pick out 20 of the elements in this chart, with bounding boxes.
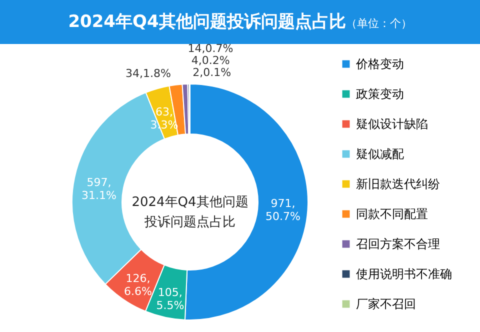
data-label: 14,0.7%: [188, 42, 234, 56]
data-label: 597, 31.1%: [82, 176, 116, 202]
legend-label: 使用说明书不准确: [356, 267, 452, 281]
legend-label: 召回方案不合理: [356, 237, 440, 251]
data-label: 4,0.2%: [191, 54, 230, 68]
legend-label: 疑似设计缺陷: [356, 117, 428, 131]
chart-subtitle: （单位：个）: [346, 17, 412, 30]
legend-label: 政策变动: [356, 87, 404, 101]
text: 2024年Q4其他问题投诉问题点占比: [132, 195, 248, 230]
legend-label: 价格变动: [355, 57, 404, 71]
legend-label: 新旧款迭代纠纷: [356, 177, 440, 191]
legend-label: 同款不同配置: [356, 207, 428, 221]
data-label: 2,0.1%: [192, 66, 232, 79]
data-label: 34,1.8%: [126, 66, 171, 80]
data-label: 971, 50.7%: [266, 196, 300, 223]
data-label: 126, 6.6%: [124, 272, 152, 298]
chart-title: 2024年Q4其他问题投诉问题点占比: [68, 12, 346, 32]
legend-label: 疑似减配: [356, 147, 404, 161]
data-label: 105, 5.5%: [156, 286, 184, 312]
legend-label: 厂家不召回: [356, 297, 416, 311]
